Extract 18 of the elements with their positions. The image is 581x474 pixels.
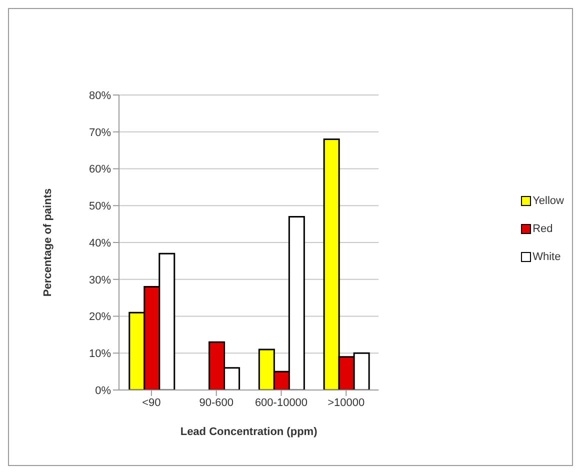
x-tick-label: <90	[142, 396, 161, 409]
y-tick-label: 30%	[88, 274, 112, 286]
y-tick-label: 50%	[88, 200, 112, 213]
legend-label: Red	[532, 223, 553, 235]
y-tick-label: 60%	[88, 164, 112, 176]
y-tick-label: 0%	[95, 384, 112, 397]
x-axis-title: Lead Concentration (ppm)	[180, 426, 318, 438]
y-tick-label: 10%	[88, 348, 112, 360]
legend-label: Yellow	[532, 195, 564, 207]
x-tick-label: >10000	[328, 396, 365, 409]
y-axis-title: Percentage of paints	[42, 188, 54, 297]
legend-label: White	[532, 251, 561, 263]
x-tick-label: 600-10000	[254, 396, 308, 409]
y-tick-label: 80%	[88, 90, 112, 102]
y-tick-label: 70%	[88, 126, 112, 139]
y-tick-label: 20%	[88, 311, 112, 324]
x-tick-label: 90-600	[199, 396, 234, 409]
y-tick-label: 40%	[88, 237, 112, 250]
